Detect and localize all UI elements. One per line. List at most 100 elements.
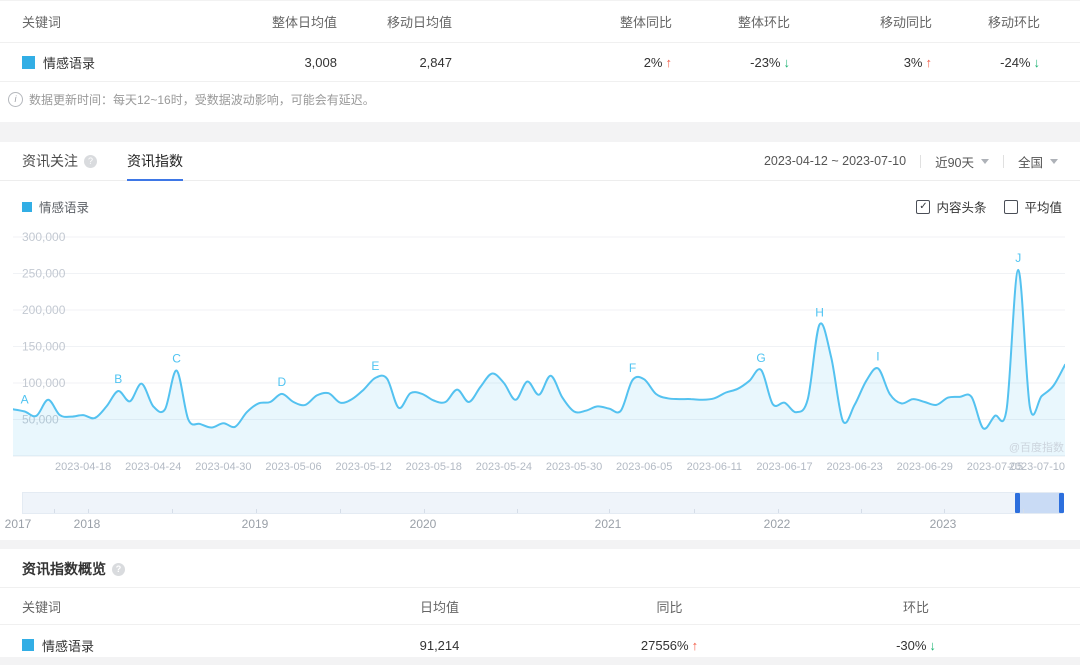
change-value: -30% xyxy=(896,637,927,653)
overview-table-header: 关键词 日均值 同比 环比 xyxy=(0,588,1080,625)
x-axis-label: 2023-05-12 xyxy=(336,461,392,473)
peak-marker-A[interactable]: A xyxy=(21,392,29,406)
slider-left-handle[interactable] xyxy=(1015,493,1020,513)
column-header: 日均值 xyxy=(419,599,459,615)
trend-line-chart[interactable]: 50,000100,000150,000200,000250,000300,00… xyxy=(13,226,1065,478)
peak-marker-G[interactable]: G xyxy=(756,351,765,365)
daily-avg-value: 91,214 xyxy=(419,637,460,653)
slider-tick xyxy=(861,509,862,513)
x-axis-label: 2023-06-17 xyxy=(756,461,812,473)
info-icon: i xyxy=(8,92,23,107)
slider-tick xyxy=(88,509,89,513)
index-overview-section: 资讯指数概览 ? 关键词 日均值 同比 环比 情感语录 91,214 27556% ↑ … xyxy=(0,549,1080,657)
series-legend[interactable]: 情感语录 xyxy=(22,197,89,216)
y-axis-label: 100,000 xyxy=(22,376,66,390)
checkbox-item[interactable]: ✓ 内容头条 xyxy=(916,197,986,216)
trend-line[interactable] xyxy=(13,268,1065,430)
slider-tick xyxy=(53,509,55,513)
x-axis-label: 2023-04-24 xyxy=(125,461,181,473)
watermark: @百度指数 xyxy=(1008,442,1064,454)
peak-marker-F[interactable]: F xyxy=(629,361,636,375)
chart-controls: 2023-04-12 ~ 2023-07-10 近90天 全国 xyxy=(764,152,1058,171)
overall-mom-cell: -23% ↓ xyxy=(672,55,790,70)
slider-tick xyxy=(778,509,779,513)
period-dropdown[interactable]: 近90天 xyxy=(935,152,989,171)
timeline-year-label: 2022 xyxy=(763,517,791,531)
keyword-cell[interactable]: 情感语录 xyxy=(22,636,332,655)
tab-news-index[interactable]: 资讯指数 xyxy=(127,142,183,181)
slider-right-handle[interactable] xyxy=(1059,493,1064,513)
x-axis-label: 2023-05-06 xyxy=(265,461,321,473)
divider xyxy=(1002,154,1004,168)
keyword-cell[interactable]: 情感语录 xyxy=(22,53,252,72)
change-value: -23% xyxy=(750,54,781,70)
date-range-label: 2023-04-12 ~ 2023-07-10 xyxy=(763,154,907,168)
peak-marker-J[interactable]: J xyxy=(1015,251,1021,265)
slider-tick xyxy=(1023,509,1024,513)
x-axis-label: 2023-07-10 xyxy=(1009,461,1065,473)
chevron-down-icon xyxy=(980,158,989,164)
x-axis-label: 2023-06-05 xyxy=(616,461,672,473)
y-axis-label: 300,000 xyxy=(22,230,66,244)
column-header: 移动同比 xyxy=(879,15,932,30)
note-text: 数据更新时间：每天12~16时，受数据波动影响，可能会有延迟。 xyxy=(29,93,375,107)
x-axis-label: 2023-06-29 xyxy=(897,461,953,473)
timeline-year-label: 2023 xyxy=(929,517,957,531)
timeline-year-label: 2018 xyxy=(73,517,101,531)
peak-marker-H[interactable]: H xyxy=(815,306,824,320)
peak-marker-C[interactable]: C xyxy=(172,352,181,366)
x-axis-label: 2023-04-18 xyxy=(55,461,111,473)
column-header: 环比 xyxy=(902,599,929,615)
checkbox-label: 内容头条 xyxy=(936,201,987,215)
timeline-year-labels: 2017 2018 2019 2020 2021 2022 2023 xyxy=(5,517,1063,533)
column-header: 关键词 xyxy=(22,599,62,615)
up-arrow-icon: ↑ xyxy=(665,54,673,70)
peak-marker-I[interactable]: I xyxy=(876,349,879,363)
peak-marker-B[interactable]: B xyxy=(114,372,122,386)
x-axis-label: 2023-06-11 xyxy=(687,461,742,473)
x-axis-label: 2023-05-18 xyxy=(406,461,462,473)
slider-tick xyxy=(424,509,425,513)
overall-daily-avg-value: 3,008 xyxy=(304,54,337,70)
timeline-year-label: 2020 xyxy=(409,517,437,531)
tab-news-attention[interactable]: 资讯关注 ? xyxy=(22,142,97,180)
checkbox-checked-icon[interactable]: ✓ xyxy=(916,199,931,214)
mom-cell: -30% ↓ xyxy=(792,638,1040,653)
legend-row: 情感语录 ✓ 内容头条 平均值 xyxy=(0,197,1080,216)
overview-table-row: 情感语录 91,214 27556% ↑ -30% ↓ xyxy=(0,625,1080,665)
help-icon[interactable]: ? xyxy=(112,562,125,576)
keyword-label: 情感语录 xyxy=(42,638,95,654)
keyword-summary-section: 关键词 整体日均值 移动日均值 整体同比 整体环比 移动同比 移动环比 情感语录 3,008… xyxy=(0,0,1080,122)
slider-selected-range[interactable] xyxy=(1020,493,1059,513)
down-arrow-icon: ↓ xyxy=(783,54,791,70)
column-header: 移动日均值 xyxy=(386,15,452,30)
keyword-label: 情感语录 xyxy=(43,55,96,71)
up-arrow-icon: ↑ xyxy=(925,54,933,70)
timeline-slider[interactable] xyxy=(22,492,1064,514)
slider-tick xyxy=(340,509,341,513)
yoy-cell: 27556% ↑ xyxy=(547,638,792,653)
checkbox-unchecked-icon[interactable] xyxy=(1004,199,1019,214)
region-dropdown[interactable]: 全国 xyxy=(1018,152,1058,171)
keyword-table-header: 关键词 整体日均值 移动日均值 整体同比 整体环比 移动同比 移动环比 xyxy=(0,1,1080,43)
x-axis-label: 2023-06-23 xyxy=(826,461,882,473)
x-axis-label: 2023-05-30 xyxy=(546,461,602,473)
column-header: 移动环比 xyxy=(987,15,1040,30)
slider-tick xyxy=(516,509,518,513)
checkbox-item[interactable]: 平均值 xyxy=(1004,197,1062,216)
slider-tick xyxy=(256,509,257,513)
slider-tick xyxy=(172,509,173,513)
change-value: 2% xyxy=(643,54,663,70)
keyword-color-swatch-icon xyxy=(22,55,35,69)
change-value: -24% xyxy=(1000,54,1031,70)
change-value: 27556% xyxy=(640,637,689,653)
y-axis-label: 150,000 xyxy=(22,340,66,354)
overall-yoy-cell: 2% ↑ xyxy=(452,55,672,70)
peak-marker-D[interactable]: D xyxy=(278,375,287,389)
y-axis-label: 200,000 xyxy=(22,303,66,317)
column-header: 关键词 xyxy=(22,15,62,30)
keyword-color-swatch-icon xyxy=(22,639,34,651)
help-icon[interactable]: ? xyxy=(84,154,97,168)
peak-marker-E[interactable]: E xyxy=(371,359,379,373)
overview-title-row: 资讯指数概览 ? xyxy=(0,549,1080,588)
